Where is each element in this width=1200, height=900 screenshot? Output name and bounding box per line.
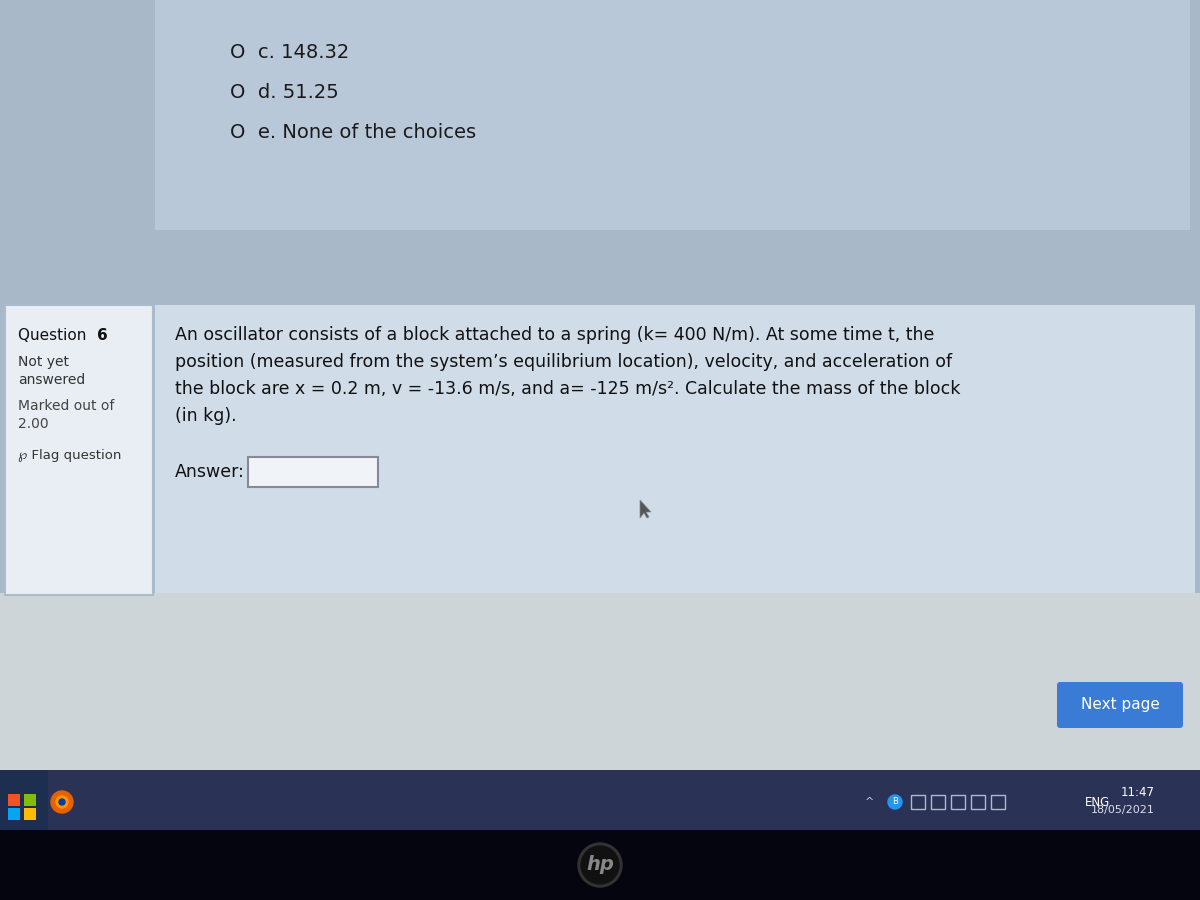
FancyBboxPatch shape xyxy=(155,0,1190,230)
FancyBboxPatch shape xyxy=(155,305,1195,595)
Circle shape xyxy=(888,795,902,809)
Text: Answer:: Answer: xyxy=(175,463,245,481)
FancyBboxPatch shape xyxy=(248,457,378,487)
Text: 6: 6 xyxy=(97,328,108,343)
Circle shape xyxy=(50,791,73,813)
Text: position (measured from the system’s equilibrium location), velocity, and accele: position (measured from the system’s equ… xyxy=(175,353,952,371)
Text: the block are x = 0.2 m, v = -13.6 m/s, and a= -125 m/s². Calculate the mass of : the block are x = 0.2 m, v = -13.6 m/s, … xyxy=(175,380,960,398)
Text: Not yet: Not yet xyxy=(18,355,70,369)
Text: answered: answered xyxy=(18,373,85,387)
FancyBboxPatch shape xyxy=(0,830,1200,900)
Text: (in kg).: (in kg). xyxy=(175,407,236,425)
Circle shape xyxy=(59,799,65,805)
Text: ENG: ENG xyxy=(1085,796,1110,808)
Text: B: B xyxy=(892,797,898,806)
Text: O  d. 51.25: O d. 51.25 xyxy=(230,83,338,102)
FancyBboxPatch shape xyxy=(24,808,36,820)
FancyBboxPatch shape xyxy=(0,595,1200,900)
Text: An oscillator consists of a block attached to a spring (k= 400 N/m). At some tim: An oscillator consists of a block attach… xyxy=(175,326,935,344)
Text: 11:47: 11:47 xyxy=(1121,787,1154,799)
Circle shape xyxy=(56,796,68,808)
Text: ^: ^ xyxy=(865,797,875,807)
Text: Next page: Next page xyxy=(1080,698,1159,713)
FancyBboxPatch shape xyxy=(0,593,1200,775)
Text: O  e. None of the choices: O e. None of the choices xyxy=(230,122,476,141)
Text: 2.00: 2.00 xyxy=(18,417,49,431)
Polygon shape xyxy=(640,500,650,518)
FancyBboxPatch shape xyxy=(8,794,20,806)
FancyBboxPatch shape xyxy=(1057,682,1183,728)
Circle shape xyxy=(578,843,622,887)
FancyBboxPatch shape xyxy=(5,305,154,595)
Text: ℘ Flag question: ℘ Flag question xyxy=(18,448,121,462)
FancyBboxPatch shape xyxy=(0,770,1200,830)
Text: hp: hp xyxy=(586,856,614,875)
FancyBboxPatch shape xyxy=(24,794,36,806)
FancyBboxPatch shape xyxy=(8,808,20,820)
Text: Marked out of: Marked out of xyxy=(18,399,114,413)
FancyBboxPatch shape xyxy=(0,770,48,830)
Circle shape xyxy=(581,846,619,884)
Text: O  c. 148.32: O c. 148.32 xyxy=(230,42,349,61)
FancyBboxPatch shape xyxy=(0,770,10,830)
Text: 18/05/2021: 18/05/2021 xyxy=(1091,805,1154,815)
Text: Question: Question xyxy=(18,328,91,343)
